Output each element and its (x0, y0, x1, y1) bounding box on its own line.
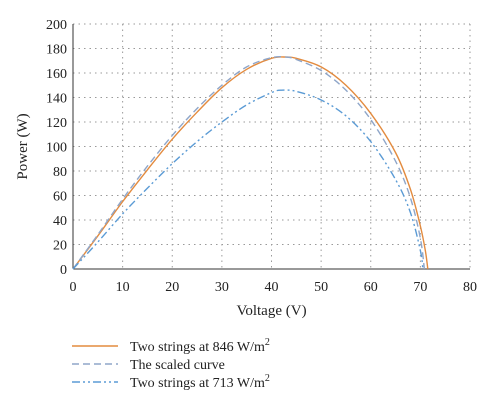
x-tick-label: 0 (70, 280, 77, 295)
x-tick-label: 40 (265, 280, 279, 295)
x-tick-label: 10 (116, 280, 130, 295)
x-tick-label: 30 (215, 280, 229, 295)
x-tick-label: 80 (463, 280, 477, 295)
legend-label-superscript: 2 (265, 373, 270, 384)
x-tick-label: 20 (165, 280, 179, 295)
legend-label: Two strings at 713 W/m2 (130, 373, 270, 391)
legend-label: Two strings at 846 W/m2 (130, 337, 270, 355)
x-tick-label: 60 (364, 280, 378, 295)
series-layer (72, 55, 429, 270)
legend-label-text: The scaled curve (130, 358, 225, 373)
x-axis-title: Voltage (V) (236, 303, 306, 319)
y-tick-label: 180 (46, 43, 67, 58)
y-tick-label: 40 (53, 214, 67, 229)
axes: 0 20 40 60 80 100 120 140 160 180 200 0 10 20 30 40 50 60… (46, 18, 477, 295)
y-tick-label: 20 (53, 239, 67, 254)
grid (73, 23, 471, 269)
y-tick-label: 160 (46, 67, 67, 82)
x-tick-label: 70 (413, 280, 427, 295)
y-tick-label: 120 (46, 116, 67, 131)
legend-label-text: Two strings at 713 W/m (130, 376, 265, 391)
y-tick-label: 200 (46, 18, 67, 33)
y-tick-label: 0 (60, 263, 67, 278)
series-scaled-line (72, 55, 426, 270)
legend-label-superscript: 2 (265, 337, 270, 348)
legend-label-text: Two strings at 846 W/m (130, 340, 265, 355)
legend-label: The scaled curve (130, 358, 225, 373)
y-tick-label: 80 (53, 165, 67, 180)
y-tick-label: 60 (53, 190, 67, 205)
y-tick-label: 100 (46, 141, 67, 156)
y-tick-label: 140 (46, 92, 67, 107)
series-846-line (72, 56, 429, 270)
x-tick-label: 50 (314, 280, 328, 295)
y-axis-title: Power (W) (15, 113, 31, 179)
series-713-line (72, 89, 424, 270)
